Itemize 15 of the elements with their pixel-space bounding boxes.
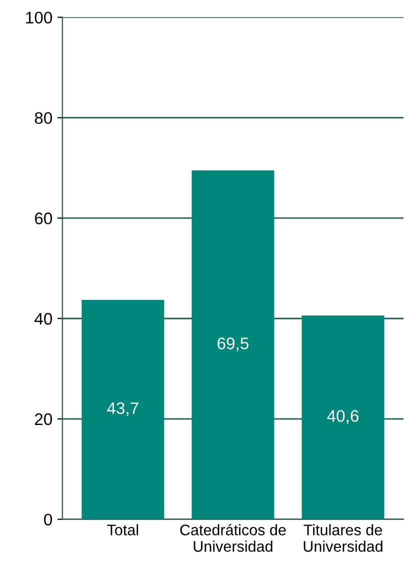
y-tick-label: 80 bbox=[34, 112, 52, 124]
bar bbox=[302, 315, 384, 520]
x-tick-label: Total bbox=[107, 524, 138, 536]
y-tick-label: 0 bbox=[44, 514, 52, 526]
y-tick-label: 20 bbox=[34, 413, 52, 426]
y-tick-label: 40 bbox=[34, 312, 52, 325]
data-label: 43,7 bbox=[107, 402, 138, 416]
y-tick-label: 60 bbox=[34, 212, 52, 224]
data-label: 69,5 bbox=[218, 338, 248, 352]
bar bbox=[82, 300, 164, 520]
x-tick-label: Titulares de Universidad bbox=[304, 524, 382, 552]
data-label: 40,6 bbox=[327, 410, 358, 424]
bar bbox=[192, 170, 274, 520]
y-tick-label: 100 bbox=[26, 12, 52, 24]
x-tick-label: Catedráticos de Universidad bbox=[180, 524, 286, 552]
